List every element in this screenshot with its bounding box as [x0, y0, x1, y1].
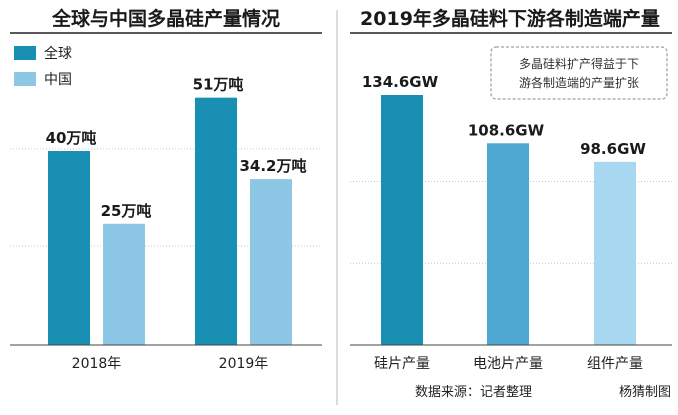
left-bars: [48, 97, 292, 346]
right-bars: [381, 95, 636, 345]
right-tick-module: 组件产量: [587, 356, 643, 372]
annotation-box: [490, 46, 668, 100]
left-data-label-china-1: 25万吨: [101, 202, 152, 220]
left-bar-global-2: [195, 97, 237, 346]
left-tick-2: 2019年: [219, 356, 269, 372]
right-bar-cell: [487, 143, 529, 345]
left-data-labels: 40万吨 25万吨 51万吨 34.2万吨: [46, 76, 307, 220]
left-data-label-global-2: 51万吨: [193, 76, 244, 94]
right-chart-title: 2019年多晶硅料下游各制造端产量: [360, 7, 660, 30]
legend-label-china: 中国: [44, 72, 72, 88]
right-panel: 2019年多晶硅料下游各制造端产量 134.6GW 108.6GW 98.6GW 硅…: [350, 7, 672, 372]
right-data-label-cell: 108.6GW: [468, 121, 545, 139]
annotation-line-1: 多晶硅料扩产得益于下: [519, 56, 639, 71]
right-x-tick-labels: 硅片产量 电池片产量 组件产量: [374, 356, 643, 372]
left-data-label-china-2: 34.2万吨: [239, 157, 306, 175]
legend-swatch-global: [14, 46, 36, 60]
footer: 数据来源：记者整理 杨猜制图: [415, 385, 671, 400]
left-tick-1: 2018年: [72, 356, 122, 372]
right-bar-wafer: [381, 95, 423, 345]
left-x-tick-labels: 2018年 2019年: [72, 356, 269, 372]
left-bar-china-1: [103, 223, 145, 345]
annotation-line-2: 游各制造端的产量扩张: [519, 75, 639, 90]
right-tick-wafer: 硅片产量: [374, 356, 430, 372]
left-chart-title: 全球与中国多晶硅产量情况: [51, 7, 280, 30]
source-credit: 数据来源：记者整理: [415, 385, 532, 400]
legend-label-global: 全球: [44, 45, 72, 62]
legend-swatch-china: [14, 72, 36, 86]
right-data-labels: 134.6GW 108.6GW 98.6GW: [362, 73, 647, 158]
left-data-label-global-1: 40万吨: [46, 129, 97, 147]
left-bar-global-1: [48, 151, 90, 345]
left-bar-china-2: [250, 179, 292, 345]
right-bar-module: [594, 161, 636, 345]
right-data-label-wafer: 134.6GW: [362, 73, 439, 91]
author-credit: 杨猜制图: [619, 385, 671, 400]
right-data-label-module: 98.6GW: [580, 140, 646, 158]
right-tick-cell: 电池片产量: [473, 356, 543, 372]
